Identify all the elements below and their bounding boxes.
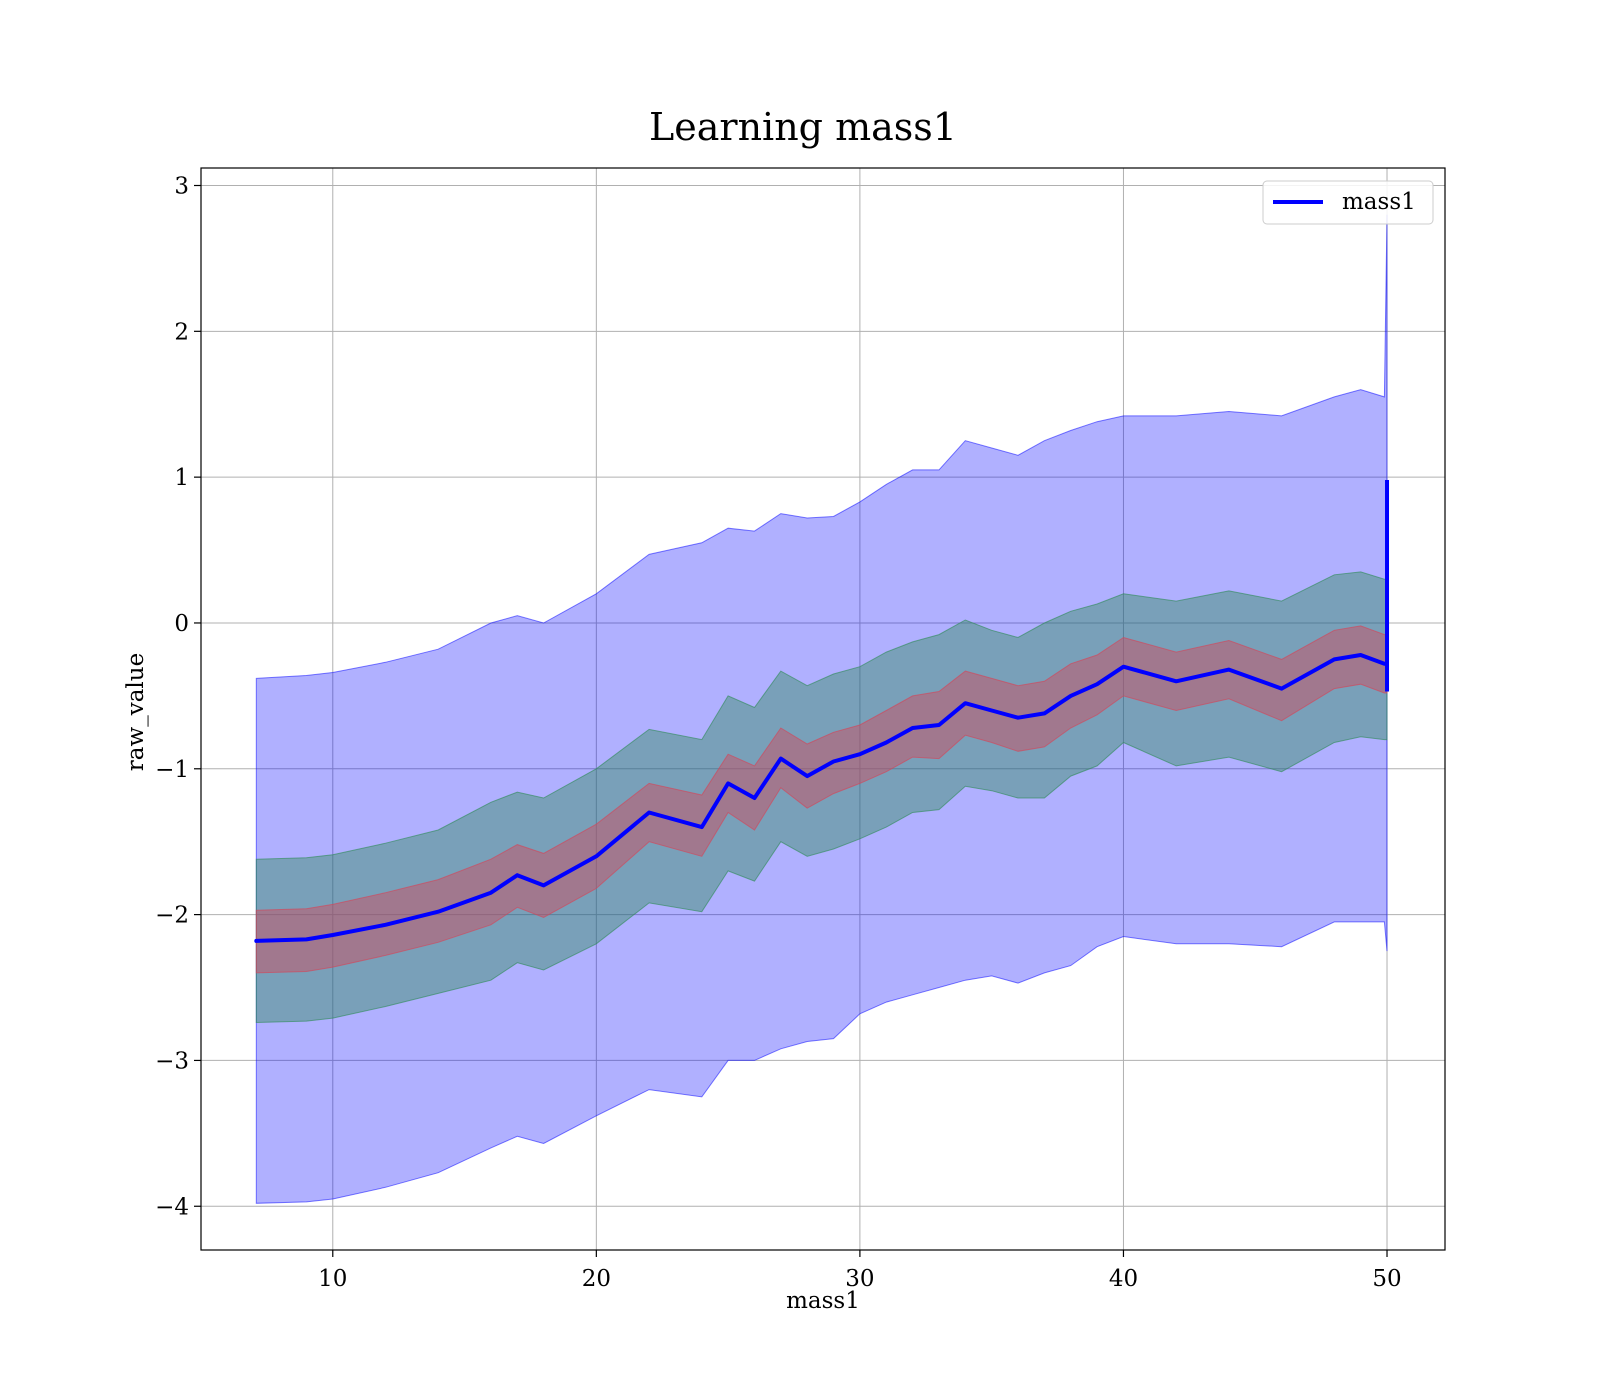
y-tick-label: −1: [155, 757, 189, 783]
y-tick-label: 2: [174, 319, 189, 345]
y-tick-label: 0: [174, 611, 189, 637]
series-line-mass1: [254, 653, 1389, 943]
y-tick-label: −3: [155, 1048, 189, 1074]
legend-entry-mass1: mass1: [1342, 189, 1416, 215]
series-lines: [254, 480, 1390, 943]
y-tick-label: 3: [174, 173, 189, 199]
plot-area: 10 20 30 40 50 −4 −3 −2 −1 0 1 2 3: [155, 167, 1446, 1292]
y-axis-ticks: −4 −3 −2 −1 0 1 2 3: [155, 173, 201, 1220]
confidence-band-0: [255, 214, 1388, 1204]
y-axis-label: raw_value: [123, 653, 149, 771]
legend: mass1: [1262, 180, 1434, 225]
confidence-bands: [255, 214, 1388, 1204]
y-tick-label: 1: [174, 465, 189, 491]
confidence-band-1: [255, 571, 1388, 1024]
x-tick-label: 20: [582, 1266, 611, 1292]
x-tick-label: 30: [845, 1266, 874, 1292]
y-tick-label: −2: [155, 903, 189, 929]
x-axis-label: mass1: [786, 1288, 860, 1314]
legend-box: [1262, 180, 1434, 225]
y-tick-label: −4: [155, 1194, 189, 1220]
plot-background: [201, 168, 1445, 1250]
plot-frame: [200, 167, 1446, 1251]
x-tick-label: 50: [1372, 1266, 1401, 1292]
confidence-band-2: [255, 625, 1388, 974]
x-tick-label: 40: [1109, 1266, 1138, 1292]
x-axis-ticks: 10 20 30 40 50: [318, 1250, 1402, 1292]
x-tick-label: 10: [318, 1266, 347, 1292]
chart-title: Learning mass1: [649, 105, 957, 149]
